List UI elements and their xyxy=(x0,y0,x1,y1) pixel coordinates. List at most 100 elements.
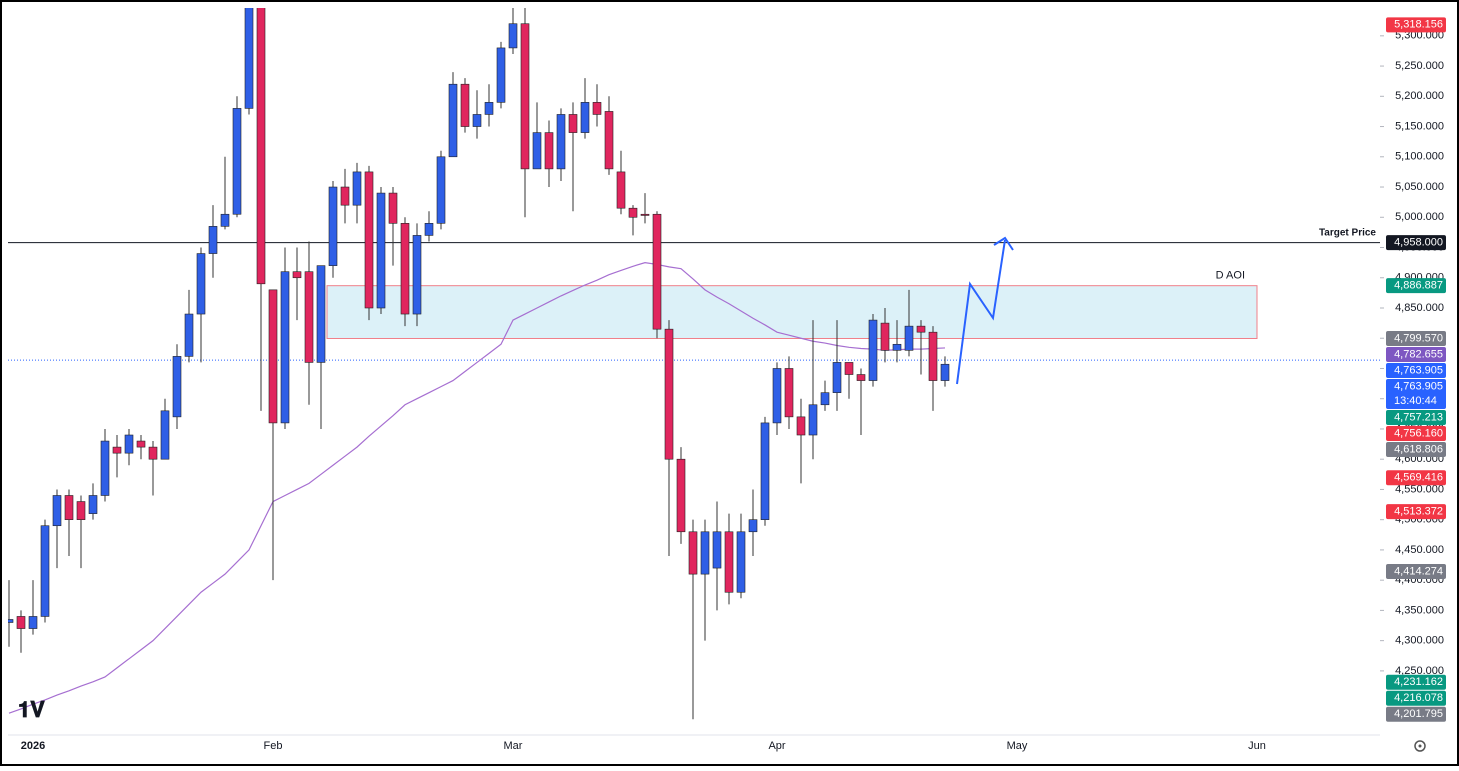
price-label: 4,513.372 xyxy=(1394,506,1443,518)
candle-body xyxy=(436,156,446,224)
candle-body xyxy=(340,186,350,206)
moving-average xyxy=(8,262,946,714)
candle-body xyxy=(388,192,398,224)
price-label: 4,763.905 xyxy=(1394,380,1443,392)
candle-body xyxy=(724,531,734,593)
price-label: 4,886.887 xyxy=(1394,280,1443,292)
candle-body xyxy=(556,114,566,170)
candle-body xyxy=(448,83,458,158)
candle-body xyxy=(76,501,86,520)
candle-body xyxy=(16,616,26,629)
y-tick-label: 5,000.000 xyxy=(1395,211,1444,223)
price-label-box xyxy=(1386,346,1446,362)
candle-body xyxy=(616,171,626,209)
candle-body xyxy=(772,368,782,424)
candle-body xyxy=(112,446,122,454)
candle-body xyxy=(664,328,674,460)
candle-body xyxy=(208,226,218,254)
price-label: 4,763.905 xyxy=(1394,364,1443,376)
x-tick-label: May xyxy=(1007,740,1028,752)
y-tick-label: 4,350.000 xyxy=(1395,604,1444,616)
candle-body xyxy=(904,325,914,351)
settings-dot xyxy=(1418,744,1422,748)
candle-body xyxy=(520,23,530,170)
candle-body xyxy=(736,531,746,593)
candle-body xyxy=(820,392,830,406)
y-tick-label: 5,300.000 xyxy=(1395,30,1444,42)
candle-body xyxy=(400,223,410,315)
price-label-box xyxy=(1386,330,1446,346)
candle-body xyxy=(64,495,74,520)
candle-body xyxy=(40,525,50,617)
candle-body xyxy=(244,8,254,109)
y-tick-label: 5,150.000 xyxy=(1395,120,1444,132)
candle-body xyxy=(928,331,938,381)
candle-body xyxy=(220,213,230,227)
candle-body xyxy=(172,356,182,418)
settings-icon[interactable] xyxy=(1414,740,1426,752)
price-label: 4,757.213 xyxy=(1394,411,1443,423)
candle-body xyxy=(892,343,902,351)
price-label-box xyxy=(1386,690,1446,706)
price-label: 4,799.570 xyxy=(1394,332,1443,344)
price-label: 4,569.416 xyxy=(1394,472,1443,484)
candle-body xyxy=(100,440,110,496)
candle-body xyxy=(88,495,98,514)
y-tick-label: 4,450.000 xyxy=(1395,544,1444,556)
candle-body xyxy=(916,325,926,333)
candle-body xyxy=(424,223,434,236)
candle-body xyxy=(292,271,302,279)
candle-body xyxy=(460,83,470,127)
candle-body xyxy=(604,111,614,170)
y-tick-label: 4,550.000 xyxy=(1395,483,1444,495)
candle-body xyxy=(748,519,758,533)
candle-body xyxy=(652,213,662,330)
price-label: 4,958.000 xyxy=(1394,237,1443,249)
logo: 𝟏𝐕 xyxy=(18,697,45,722)
candle-body xyxy=(352,171,362,206)
y-tick-label: 4,300.000 xyxy=(1395,635,1444,647)
candle-body xyxy=(688,531,698,575)
candle-body xyxy=(328,186,338,266)
candle-body xyxy=(940,363,950,381)
price-label-box xyxy=(1386,674,1446,690)
y-tick-label: 4,250.000 xyxy=(1395,665,1444,677)
candle-body xyxy=(640,213,650,216)
candle-body xyxy=(856,374,866,381)
price-label-box xyxy=(1386,564,1446,580)
target-label: Target Price xyxy=(1319,227,1376,238)
candle-body xyxy=(760,422,770,520)
candle-body xyxy=(796,416,806,436)
candle-body xyxy=(196,253,206,315)
candle-body xyxy=(496,47,506,103)
candle-body xyxy=(412,235,422,315)
y-tick-label: 4,850.000 xyxy=(1395,302,1444,314)
candle-body xyxy=(592,102,602,115)
price-label-box xyxy=(1386,425,1446,441)
y-tick-label: 5,100.000 xyxy=(1395,151,1444,163)
x-tick-label: Mar xyxy=(504,740,523,752)
candle-body xyxy=(364,171,374,309)
candle-body xyxy=(232,108,242,215)
price-label: 4,414.274 xyxy=(1394,565,1443,577)
candle-body xyxy=(160,410,170,460)
price-label: 4,618.806 xyxy=(1394,443,1443,455)
price-label-box xyxy=(1386,409,1446,425)
price-label-box xyxy=(1386,470,1446,486)
candle-body xyxy=(256,8,266,285)
candle-body xyxy=(304,271,314,363)
price-label-box xyxy=(1386,441,1446,457)
candle-body xyxy=(808,404,818,436)
price-label: 4,756.160 xyxy=(1394,427,1443,439)
candle-body xyxy=(784,368,794,418)
candle-body xyxy=(8,619,14,623)
y-tick-label: 5,050.000 xyxy=(1395,181,1444,193)
price-label: 4,216.078 xyxy=(1394,692,1443,704)
price-label: 4,201.795 xyxy=(1394,708,1443,720)
candle-body xyxy=(136,440,146,448)
price-label-box xyxy=(1386,504,1446,520)
projection-arrow xyxy=(956,239,1006,385)
candle-body xyxy=(868,319,878,381)
